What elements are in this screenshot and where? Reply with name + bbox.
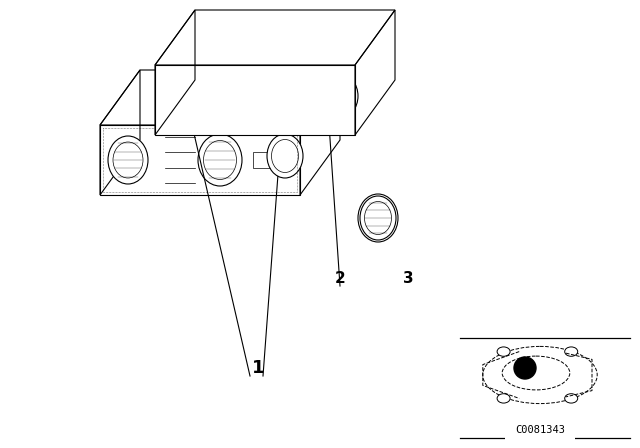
Bar	[308, 92, 330, 108]
Ellipse shape	[198, 134, 242, 186]
Polygon shape	[155, 10, 395, 65]
Text: 2: 2	[335, 271, 346, 285]
Ellipse shape	[163, 76, 203, 124]
Ellipse shape	[497, 347, 510, 356]
Bar	[253, 152, 275, 168]
Text: 1: 1	[252, 359, 264, 377]
Circle shape	[514, 357, 536, 379]
Ellipse shape	[322, 74, 358, 118]
Ellipse shape	[564, 347, 578, 356]
Text: 3: 3	[403, 271, 413, 285]
Text: C0081343: C0081343	[515, 425, 565, 435]
Ellipse shape	[253, 74, 297, 126]
Bar	[103, 128, 297, 192]
Ellipse shape	[564, 394, 578, 403]
Ellipse shape	[497, 394, 510, 403]
Ellipse shape	[360, 196, 396, 240]
Polygon shape	[155, 65, 355, 135]
Ellipse shape	[267, 134, 303, 178]
Ellipse shape	[108, 136, 148, 184]
Bar	[158, 68, 352, 132]
